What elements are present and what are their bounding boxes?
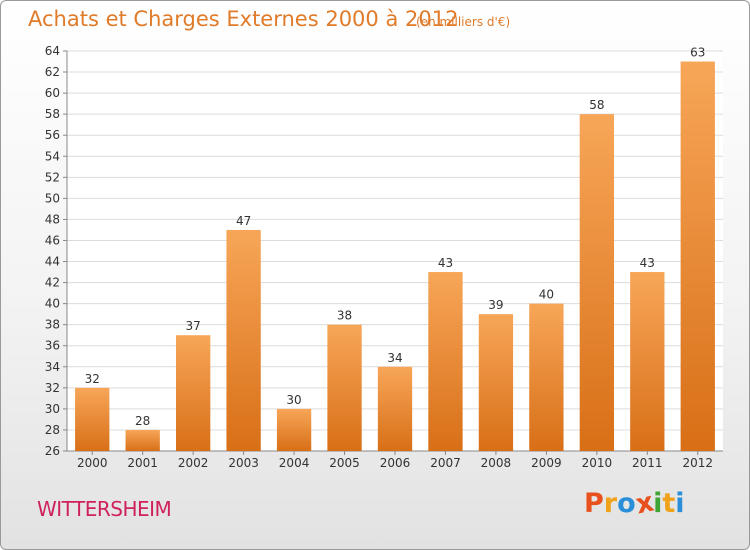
y-tick-label: 62: [45, 65, 60, 79]
logo-letter: t: [662, 488, 676, 519]
logo-letter: r: [603, 488, 618, 519]
x-tick-label: 2012: [682, 456, 713, 470]
bar-2012: [680, 61, 715, 452]
x-tick-label: 2006: [380, 456, 411, 470]
data-label: 39: [488, 298, 503, 312]
x-tick-label: 2009: [531, 456, 562, 470]
y-tick-label: 32: [45, 381, 60, 395]
data-label: 43: [640, 256, 655, 270]
y-tick-label: 58: [45, 107, 60, 121]
bar-2006: [377, 366, 413, 451]
y-tick-label: 36: [45, 339, 60, 353]
logo-letter: i: [653, 488, 663, 519]
y-tick-label: 42: [45, 276, 60, 290]
y-tick-label: 48: [45, 212, 60, 226]
y-tick-label: 52: [45, 170, 60, 184]
x-tick-label: 2001: [127, 456, 158, 470]
x-tick-label: 2002: [178, 456, 209, 470]
data-label: 32: [85, 372, 100, 386]
x-tick-label: 2003: [228, 456, 259, 470]
y-tick-label: 38: [45, 318, 60, 332]
x-tick-label: 2008: [481, 456, 512, 470]
town-name: WITTERSHEIM: [37, 497, 172, 521]
data-label: 30: [286, 393, 301, 407]
logo-letter: i: [675, 488, 685, 519]
unit-note: (en milliers d'€): [416, 15, 511, 29]
bar-2008: [478, 314, 514, 451]
data-label: 40: [539, 288, 554, 302]
data-label: 28: [135, 414, 150, 428]
y-tick-label: 26: [45, 444, 60, 458]
logo-letter: o: [617, 488, 636, 519]
data-label: 43: [438, 256, 453, 270]
x-tick-label: 2007: [430, 456, 461, 470]
y-tick-label: 30: [45, 402, 60, 416]
x-tick-label: 2000: [77, 456, 108, 470]
x-tick-label: 2011: [632, 456, 663, 470]
y-tick-label: 34: [45, 360, 60, 374]
bar-2001: [125, 429, 160, 451]
bar-2003: [226, 229, 261, 451]
y-tick-label: 60: [45, 86, 60, 100]
bar-2007: [428, 272, 463, 451]
x-tick-label: 2004: [279, 456, 310, 470]
bar-2000: [75, 387, 110, 451]
x-tick-label: 2005: [329, 456, 360, 470]
data-label: 63: [690, 46, 705, 60]
proxiti-logo: Proxiti: [584, 487, 685, 521]
bar-2010: [579, 114, 615, 451]
y-tick-label: 46: [45, 233, 60, 247]
x-tick-label: 2010: [582, 456, 613, 470]
data-label: 34: [387, 351, 402, 365]
y-tick-label: 44: [45, 255, 60, 269]
bar-2005: [327, 324, 362, 451]
chart-title: Achats et Charges Externes 2000 à 2012: [28, 7, 459, 31]
y-tick-label: 64: [45, 44, 60, 58]
data-label: 37: [186, 319, 201, 333]
bar-2002: [175, 335, 211, 451]
data-label: 38: [337, 309, 352, 323]
bar-2004: [276, 408, 312, 451]
data-label: 58: [589, 98, 604, 112]
y-tick-label: 50: [45, 191, 60, 205]
y-tick-label: 56: [45, 128, 60, 142]
y-tick-label: 28: [45, 423, 60, 437]
bar-2009: [529, 303, 564, 451]
y-tick-label: 54: [45, 149, 60, 163]
logo-letter: P: [584, 488, 604, 519]
y-tick-label: 40: [45, 297, 60, 311]
bar-2011: [630, 272, 665, 451]
data-label: 47: [236, 214, 251, 228]
